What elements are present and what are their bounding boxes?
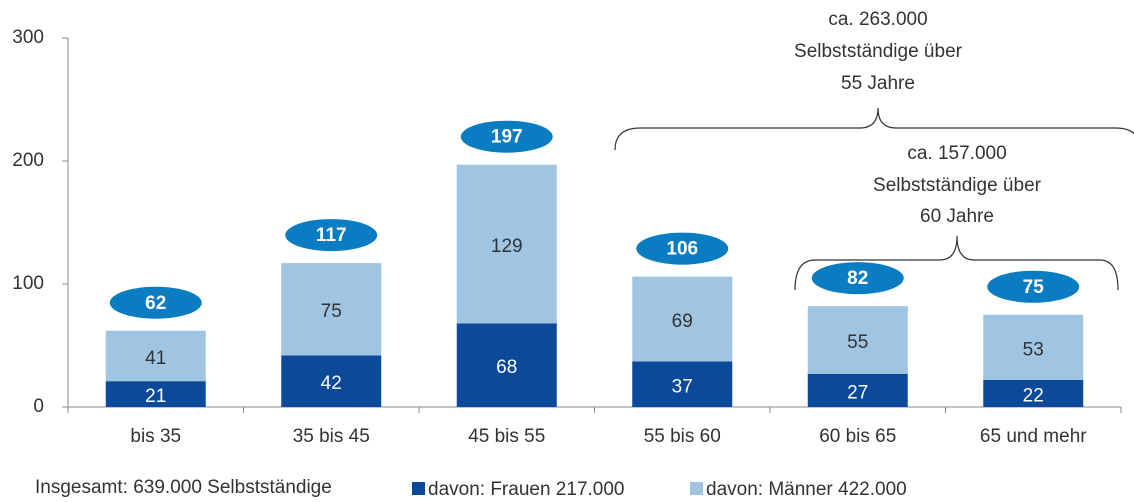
x-tick-label: 65 und mehr xyxy=(980,426,1087,447)
y-tick-label: 0 xyxy=(33,396,44,417)
data-label: 42 xyxy=(321,373,342,394)
bar-segment xyxy=(632,276,733,362)
bar-segment xyxy=(983,314,1084,380)
data-label: 53 xyxy=(1023,339,1044,360)
y-tick-label: 100 xyxy=(12,273,44,294)
bar-segment xyxy=(105,330,206,382)
annotation: Selbstständige über xyxy=(794,41,963,62)
total-label: 117 xyxy=(316,225,347,246)
annotation: 60 Jahre xyxy=(920,206,994,227)
bar-segment xyxy=(281,355,382,407)
total-badge xyxy=(636,232,729,265)
legend-swatch xyxy=(690,482,703,495)
x-tick-label: 35 bis 45 xyxy=(293,426,370,447)
bar-segment xyxy=(281,263,382,356)
annotation: Selbstständige über xyxy=(873,175,1042,196)
total-badge xyxy=(811,262,904,295)
data-label: 22 xyxy=(1023,385,1044,406)
data-label: 37 xyxy=(672,376,693,397)
footnote: Insgesamt: 639.000 Selbstständige xyxy=(35,477,332,498)
data-label: 27 xyxy=(847,382,868,403)
y-tick-label: 200 xyxy=(12,150,44,171)
bar-segment xyxy=(105,381,206,407)
total-badge xyxy=(109,286,202,319)
x-tick-label: 45 bis 55 xyxy=(468,426,545,447)
x-tick-label: 55 bis 60 xyxy=(644,426,721,447)
total-badge xyxy=(285,219,378,252)
total-badge xyxy=(987,270,1080,303)
bracket xyxy=(794,235,1119,291)
bar-segment xyxy=(807,373,908,407)
x-tick-label: bis 35 xyxy=(130,426,181,447)
bar-segment xyxy=(983,379,1084,407)
bar-segment xyxy=(456,164,557,324)
legend-swatch xyxy=(412,482,425,495)
total-label: 62 xyxy=(145,293,166,314)
x-tick-label: 60 bis 65 xyxy=(819,426,896,447)
total-badge xyxy=(460,120,553,153)
data-label: 69 xyxy=(672,311,693,332)
annotation: 55 Jahre xyxy=(841,73,915,94)
annotation: ca. 157.000 xyxy=(907,143,1006,164)
data-label: 129 xyxy=(491,236,523,257)
legend-label: davon: Frauen 217.000 xyxy=(428,479,625,500)
bar-segment xyxy=(456,323,557,407)
bar-segment xyxy=(807,306,908,374)
data-label: 75 xyxy=(321,301,342,322)
annotation: ca. 263.000 xyxy=(828,9,927,30)
y-tick-label: 300 xyxy=(12,27,44,48)
total-label: 197 xyxy=(491,127,523,148)
data-label: 41 xyxy=(145,348,166,369)
data-label: 68 xyxy=(496,357,517,378)
bracket xyxy=(614,107,1134,151)
total-label: 106 xyxy=(666,239,698,260)
total-label: 82 xyxy=(847,268,868,289)
total-label: 75 xyxy=(1023,277,1045,298)
data-label: 55 xyxy=(847,332,868,353)
legend-label: davon: Männer 422.000 xyxy=(706,479,907,500)
bar-segment xyxy=(632,361,733,407)
data-label: 21 xyxy=(145,386,166,407)
